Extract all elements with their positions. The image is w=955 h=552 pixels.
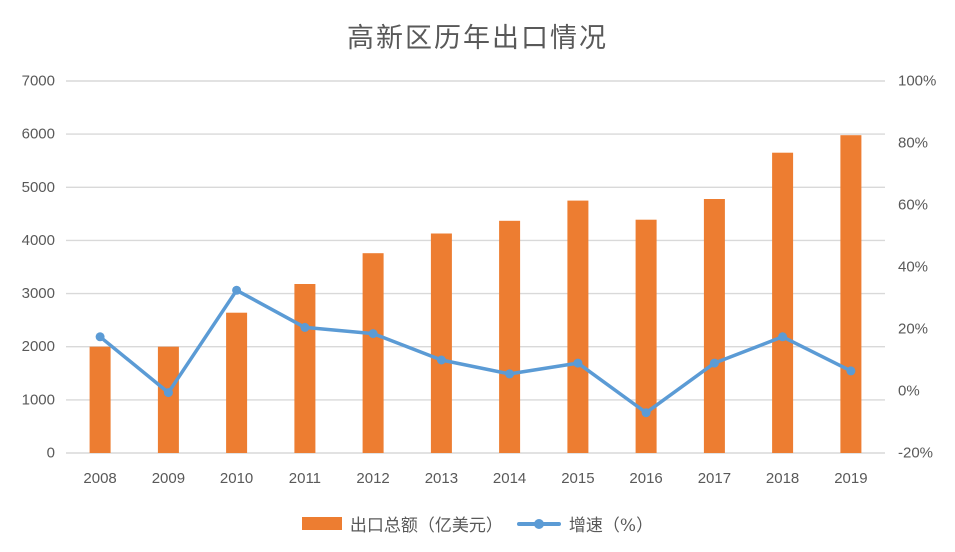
right-axis-tick-label: 80% bbox=[898, 135, 928, 152]
bar-2008 bbox=[89, 346, 111, 453]
growth-point-2009 bbox=[163, 388, 173, 398]
growth-point-2018 bbox=[778, 332, 788, 342]
growth-dot-icon bbox=[533, 518, 544, 529]
x-axis-tick-label: 2014 bbox=[493, 470, 526, 487]
left-axis-tick-label: 5000 bbox=[22, 179, 55, 196]
x-axis-tick-label: 2010 bbox=[220, 470, 253, 487]
right-axis-tick-labels: -20% 0% 20% 40% 60% 80% 100% bbox=[898, 73, 936, 462]
line-series-growth bbox=[95, 285, 856, 418]
right-axis-tick-label: 40% bbox=[898, 259, 928, 276]
x-axis-tick-labels: 2008 2009 2010 2011 2012 2013 2014 2015 2016 2017… bbox=[83, 470, 867, 487]
exports-bar-swatch-icon bbox=[301, 517, 342, 530]
x-axis-tick-label: 2017 bbox=[698, 470, 731, 487]
bar-2011 bbox=[294, 284, 316, 453]
left-axis-tick-label: 2000 bbox=[22, 338, 55, 355]
left-axis-tick-label: 6000 bbox=[22, 126, 55, 143]
left-axis-tick-labels: 0 1000 2000 3000 4000 5000 6000 7000 bbox=[22, 73, 55, 462]
bar-2019 bbox=[840, 135, 862, 453]
left-axis-tick-label: 0 bbox=[47, 445, 55, 462]
chart-canvas: 0 1000 2000 3000 4000 5000 6000 7000 -20% 0% 20% 40… bbox=[22, 73, 937, 488]
growth-point-2010 bbox=[232, 285, 242, 295]
legend-item-exports: 出口总额（亿美元） bbox=[301, 511, 503, 536]
x-axis-tick-label: 2019 bbox=[834, 470, 867, 487]
chart-legend: 出口总额（亿美元） 增速（%） bbox=[0, 511, 955, 536]
x-axis-tick-label: 2012 bbox=[356, 470, 389, 487]
right-axis-tick-label: 100% bbox=[898, 73, 936, 90]
growth-point-2016 bbox=[641, 408, 651, 418]
growth-point-2015 bbox=[573, 358, 583, 368]
left-axis-tick-label: 3000 bbox=[22, 285, 55, 302]
growth-point-2011 bbox=[300, 322, 310, 332]
growth-point-2017 bbox=[709, 358, 719, 368]
bar-2015 bbox=[567, 200, 589, 453]
left-axis-tick-label: 7000 bbox=[22, 73, 55, 90]
legend-item-growth: 增速（%） bbox=[516, 511, 654, 536]
bar-2017 bbox=[703, 199, 725, 453]
x-axis-tick-label: 2008 bbox=[83, 470, 116, 487]
bar-2018 bbox=[772, 152, 794, 453]
growth-point-2014 bbox=[505, 369, 515, 379]
bar-2009 bbox=[157, 346, 179, 453]
bar-2016 bbox=[635, 219, 657, 453]
x-axis-tick-label: 2009 bbox=[152, 470, 185, 487]
legend-label-exports: 出口总额（亿美元） bbox=[349, 516, 503, 536]
growth-point-2008 bbox=[95, 332, 105, 342]
bar-2012 bbox=[362, 253, 384, 453]
growth-line-marker-icon bbox=[516, 518, 561, 529]
bar-2013 bbox=[430, 233, 452, 453]
legend-label-growth: 增速（%） bbox=[568, 516, 654, 536]
growth-line bbox=[98, 288, 853, 415]
gridlines bbox=[66, 80, 885, 454]
x-axis-tick-label: 2011 bbox=[289, 470, 321, 487]
left-axis-tick-label: 4000 bbox=[22, 232, 55, 249]
x-axis-tick-label: 2013 bbox=[425, 470, 458, 487]
chart-title: 高新区历年出口情况 bbox=[347, 23, 608, 54]
right-axis-tick-label: 60% bbox=[898, 197, 928, 214]
left-axis-tick-label: 1000 bbox=[22, 391, 55, 408]
x-axis-tick-label: 2018 bbox=[766, 470, 799, 487]
right-axis-tick-label: -20% bbox=[898, 445, 933, 462]
right-axis-tick-label: 20% bbox=[898, 321, 928, 338]
bar-series-exports bbox=[89, 135, 862, 453]
bar-2014 bbox=[499, 220, 521, 453]
growth-point-2019 bbox=[846, 366, 856, 376]
growth-point-2012 bbox=[368, 329, 378, 339]
bar-2010 bbox=[226, 312, 248, 453]
right-axis-tick-label: 0% bbox=[898, 383, 920, 400]
growth-point-2013 bbox=[436, 355, 446, 365]
x-axis-tick-label: 2016 bbox=[629, 470, 662, 487]
x-axis-tick-label: 2015 bbox=[561, 470, 594, 487]
